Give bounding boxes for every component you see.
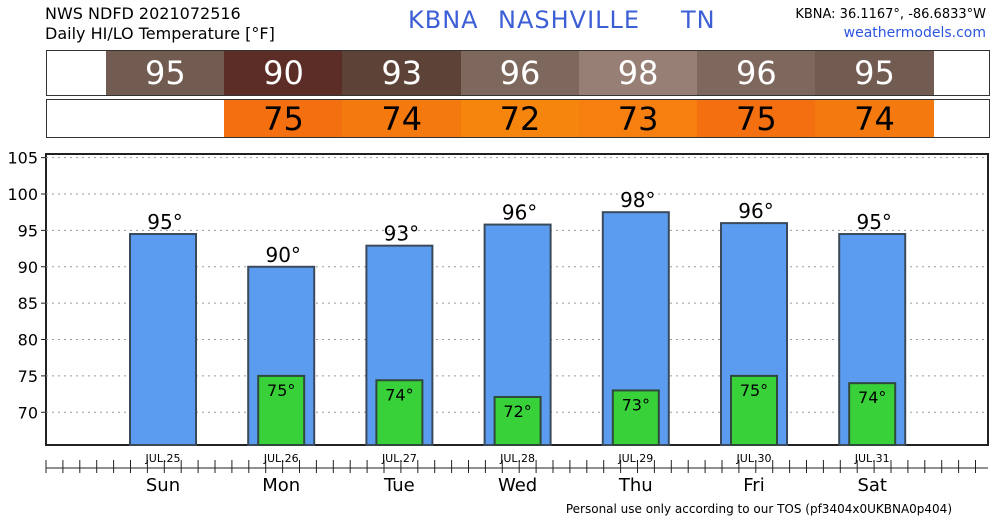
x-date-label: JUL.25 xyxy=(145,452,181,465)
y-tick-label: 95 xyxy=(18,221,38,240)
low-bar-label: 75° xyxy=(740,381,768,400)
low-bar xyxy=(848,382,897,447)
high-temp-cell: 96 xyxy=(697,51,816,95)
low-bar-label: 72° xyxy=(503,402,531,421)
station-id: KBNA xyxy=(408,6,479,34)
x-date-label: JUL.30 xyxy=(736,452,772,465)
x-day-label: Tue xyxy=(383,475,415,496)
low-bar xyxy=(257,374,306,446)
temperature-chart: 70 75 80 85 90 95 100 105 95° 90° 75° 93° 74° 96° 72° 9… xyxy=(7,149,989,496)
low-bar-label: 74° xyxy=(385,385,413,404)
x-date-label: JUL.26 xyxy=(263,452,299,465)
y-tick-label: 100 xyxy=(7,185,38,204)
low-temp-cell: 72 xyxy=(460,100,580,138)
footer-note: Personal use only according to our TOS (… xyxy=(565,502,952,516)
low-bar xyxy=(611,389,660,446)
high-bar-label: 98° xyxy=(620,188,655,212)
high-temp-cell: 96 xyxy=(460,51,580,95)
low-bar xyxy=(375,379,424,446)
low-bar-label: 75° xyxy=(267,381,295,400)
high-bar-label: 93° xyxy=(384,222,419,246)
station-city: NASHVILLE xyxy=(498,6,641,34)
x-day-label: Sat xyxy=(857,475,887,496)
station-coords: KBNA: 36.1167°, -86.6833°W xyxy=(795,7,986,22)
x-date-label: JUL.27 xyxy=(381,452,417,465)
y-tick-label: 90 xyxy=(18,258,38,277)
y-tick-label: 80 xyxy=(18,331,38,350)
y-tick-label: 85 xyxy=(18,294,38,313)
high-bar-label: 95° xyxy=(147,210,182,234)
x-day-label: Sun xyxy=(146,475,180,496)
high-bar-label: 96° xyxy=(738,199,773,223)
high-temp-cell: 98 xyxy=(578,51,698,95)
high-temp-cell: 95 xyxy=(106,51,225,95)
product-subtitle: Daily HI/LO Temperature [°F] xyxy=(45,24,275,43)
low-bar xyxy=(493,395,542,446)
product-header: NWS NDFD 2021072516 Daily HI/LO Temperat… xyxy=(45,4,275,44)
high-temp-cell: 95 xyxy=(815,51,934,95)
low-temp-strip: 75 74 72 73 75 74 xyxy=(46,99,990,138)
low-temp-cell: 74 xyxy=(342,100,462,138)
low-temp-cell: 75 xyxy=(224,100,343,138)
low-bar xyxy=(730,374,778,446)
low-temp-cell: 74 xyxy=(815,100,934,138)
x-date-label: JUL.29 xyxy=(617,452,653,465)
low-bar-label: 74° xyxy=(858,388,886,407)
site-link[interactable]: weathermodels.com xyxy=(843,25,986,41)
high-temp-strip: 95 90 93 96 98 96 95 xyxy=(46,50,990,96)
x-date-label: JUL.31 xyxy=(854,452,890,465)
high-bar-label: 95° xyxy=(856,210,891,234)
station-state: TN xyxy=(681,6,716,34)
low-temp-cell: 75 xyxy=(697,100,816,138)
y-tick-label: 70 xyxy=(18,403,38,422)
y-tick-label: 105 xyxy=(7,149,38,168)
y-tick-label: 75 xyxy=(18,367,38,386)
x-day-label: Wed xyxy=(498,475,537,496)
location-info: KBNA: 36.1167°, -86.6833°W weathermodels… xyxy=(795,5,986,43)
low-temp-cell: 73 xyxy=(578,100,698,138)
high-bar-label: 96° xyxy=(502,201,537,225)
high-bar-label: 90° xyxy=(265,243,300,267)
low-bar-label: 73° xyxy=(622,395,650,414)
high-temp-cell: 93 xyxy=(342,51,462,95)
x-day-label: Thu xyxy=(618,475,653,496)
x-day-label: Mon xyxy=(262,475,300,496)
x-day-label: Fri xyxy=(743,475,764,496)
product-title: NWS NDFD 2021072516 xyxy=(45,4,241,23)
high-bar xyxy=(129,233,197,447)
x-date-label: JUL.28 xyxy=(499,452,535,465)
high-temp-cell: 90 xyxy=(224,51,343,95)
